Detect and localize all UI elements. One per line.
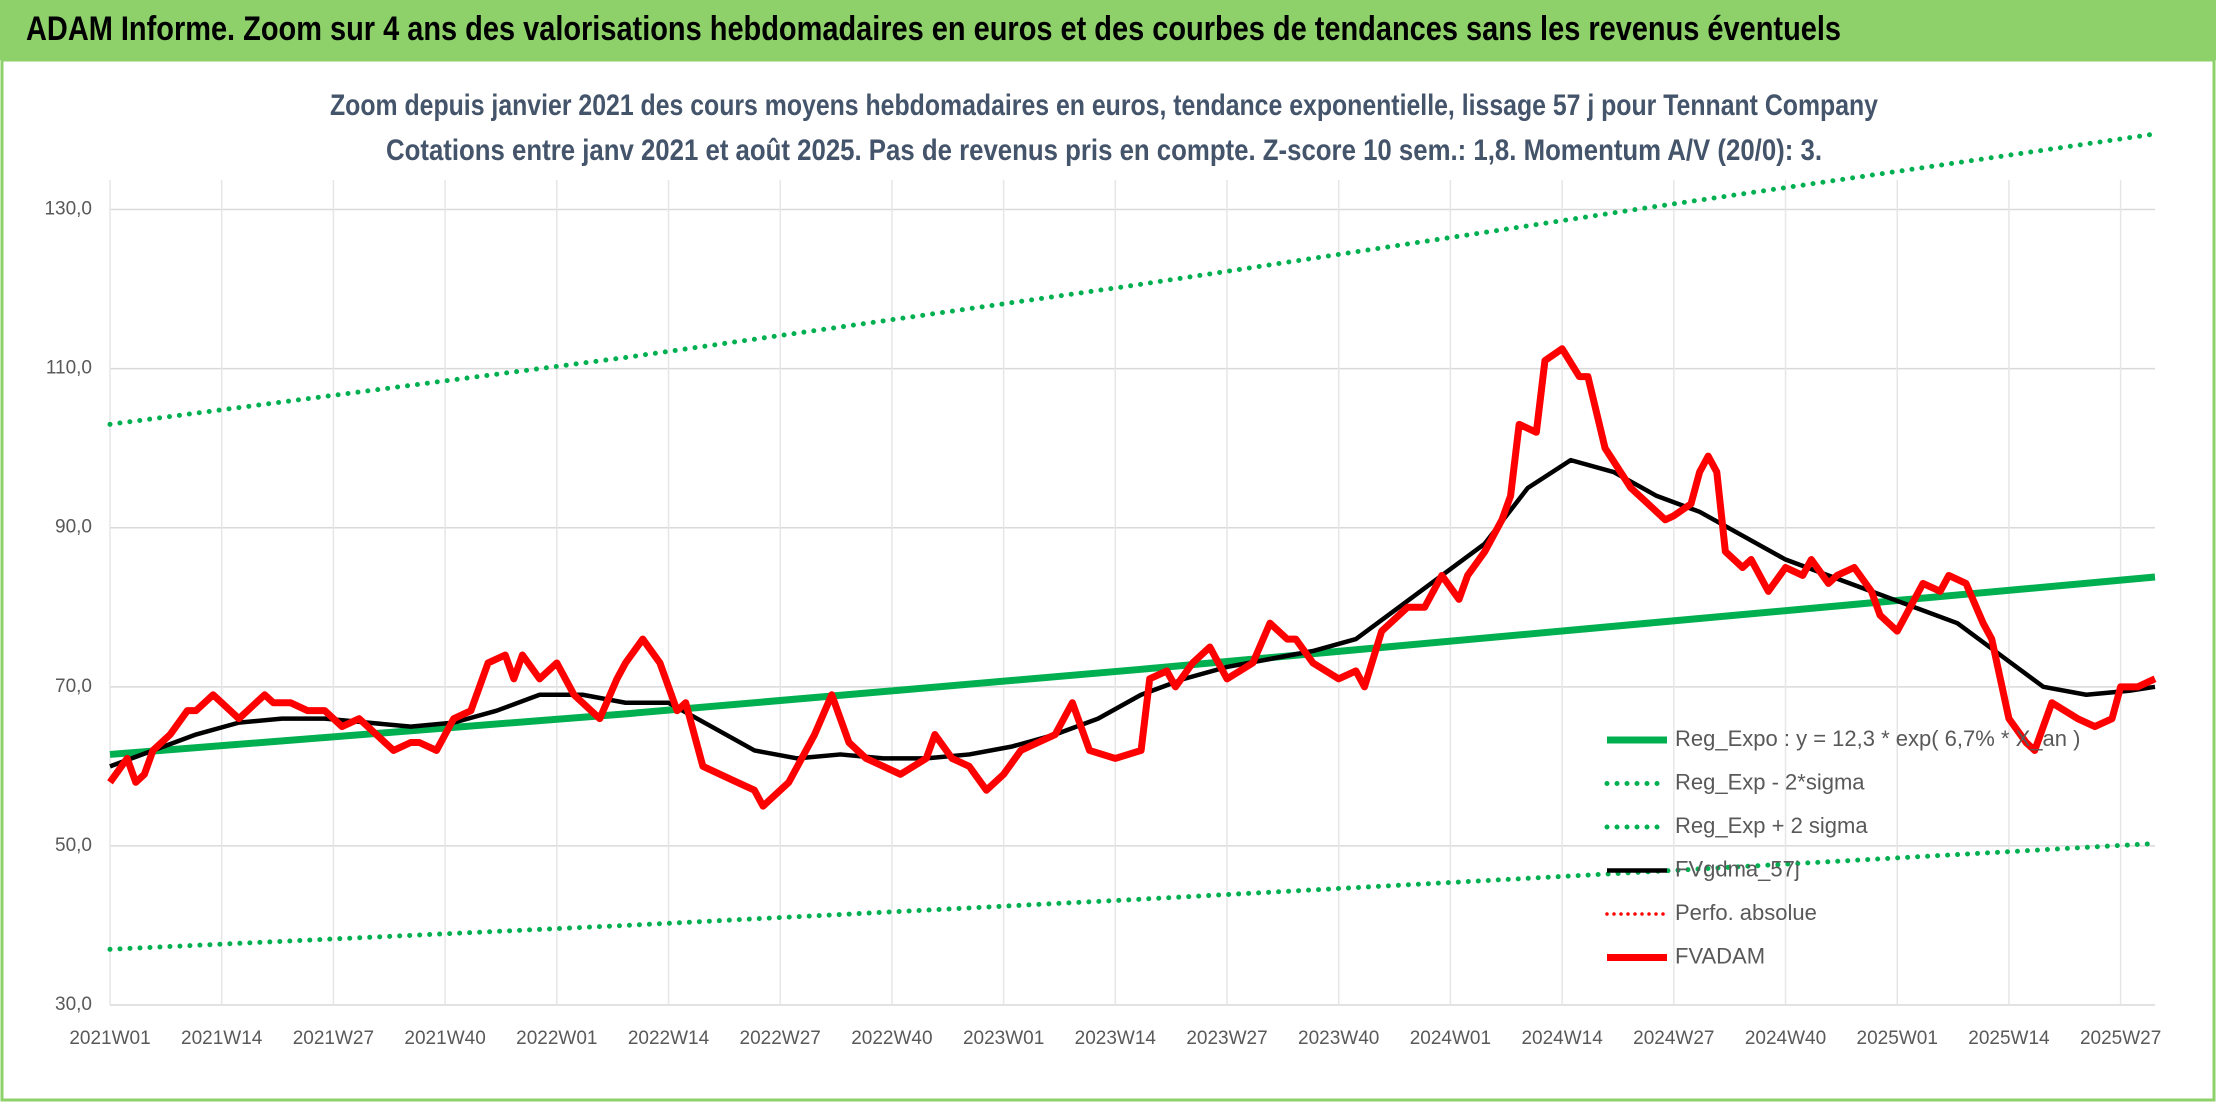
x-tick-label: 2024W01 <box>1410 1028 1491 1049</box>
series-line <box>109 573 2156 758</box>
series-line <box>107 841 2158 952</box>
legend-label: Reg_Exp + 2 sigma <box>1675 813 1868 838</box>
series-line <box>107 345 2157 810</box>
x-tick-label: 2024W40 <box>1745 1028 1826 1049</box>
x-tick-label: 2022W40 <box>851 1028 932 1049</box>
series-line <box>107 131 2158 427</box>
header-band <box>0 0 2216 60</box>
legend-label: FVgdma_57j <box>1675 856 1800 881</box>
y-tick-label: 130,0 <box>44 199 92 220</box>
legend-label: Reg_Exp - 2*sigma <box>1675 769 1865 794</box>
x-tick-label: 2023W01 <box>963 1028 1044 1049</box>
x-tick-label: 2024W27 <box>1633 1028 1714 1049</box>
x-tick-label: 2023W40 <box>1298 1028 1379 1049</box>
x-tick-label: 2021W01 <box>69 1028 150 1049</box>
x-tick-label: 2025W01 <box>1857 1028 1938 1049</box>
x-tick-label: 2022W27 <box>740 1028 821 1049</box>
x-tick-label: 2022W14 <box>628 1028 710 1049</box>
y-tick-label: 30,0 <box>55 994 92 1015</box>
x-tick-label: 2023W27 <box>1186 1028 1267 1049</box>
legend-label: Reg_Expo : y = 12,3 * exp( 6,7% * X_an ) <box>1675 726 2080 751</box>
legend-label: Perfo. absolue <box>1675 900 1817 925</box>
chart-subtitle: Cotations entre janv 2021 et août 2025. … <box>386 134 1822 167</box>
legend-label: FVADAM <box>1675 943 1765 968</box>
y-tick-label: 110,0 <box>46 358 92 379</box>
y-tick-label: 70,0 <box>55 676 92 697</box>
x-tick-label: 2025W27 <box>2080 1028 2161 1049</box>
x-tick-label: 2021W27 <box>293 1028 374 1049</box>
chart-border <box>0 58 2216 1102</box>
x-tick-label: 2021W14 <box>181 1028 263 1049</box>
x-tick-label: 2021W40 <box>404 1028 485 1049</box>
x-tick-label: 2024W14 <box>1521 1028 1603 1049</box>
header-title: ADAM Informe. Zoom sur 4 ans des valoris… <box>26 10 1841 48</box>
x-tick-label: 2022W01 <box>516 1028 597 1049</box>
x-tick-label: 2025W14 <box>1968 1028 2050 1049</box>
y-tick-label: 50,0 <box>55 835 92 856</box>
x-tick-label: 2023W14 <box>1075 1028 1157 1049</box>
y-tick-label: 90,0 <box>55 517 92 538</box>
chart-title: Zoom depuis janvier 2021 des cours moyen… <box>330 89 1878 122</box>
